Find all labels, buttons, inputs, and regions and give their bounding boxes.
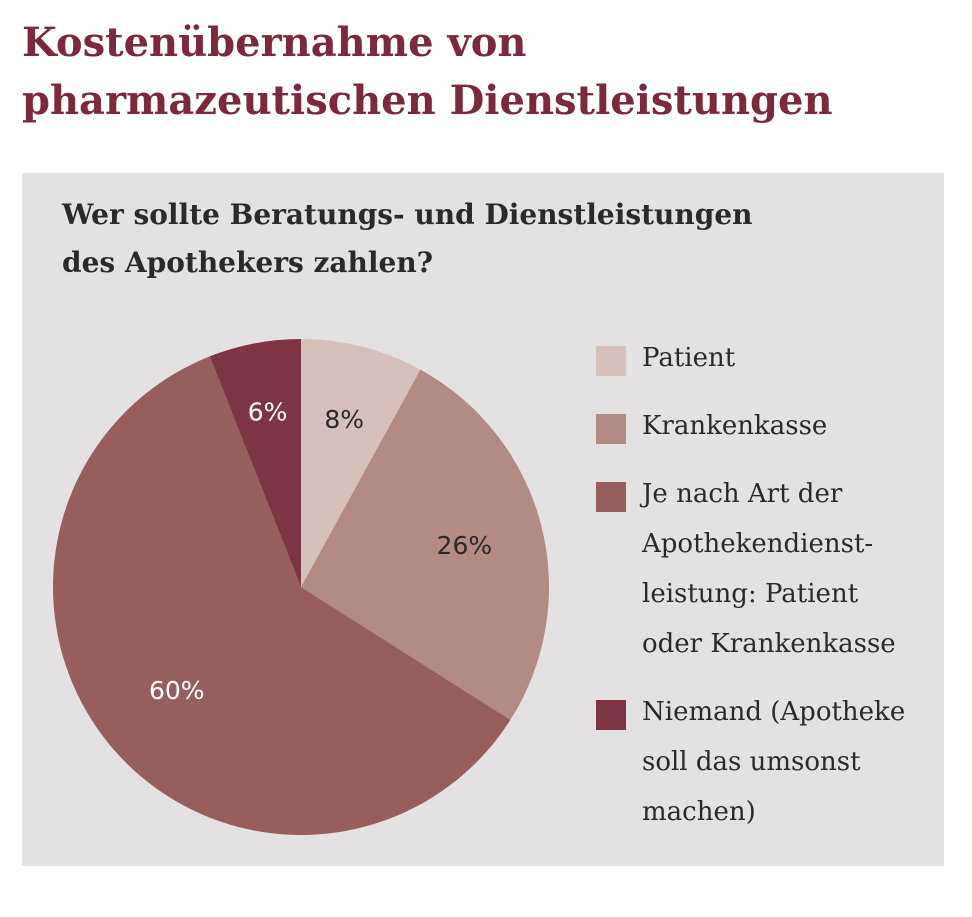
legend-label-je-nach-art: Je nach Art der Apothekendienst- leistun… [642, 479, 896, 659]
legend-label-krankenkasse: Krankenkasse [642, 411, 828, 441]
pie-chart: 8% 26% 60% 6% [52, 339, 549, 835]
legend-item-krankenkasse: Krankenkasse [596, 401, 936, 451]
pie-slice-je-nach-art [52, 356, 511, 835]
legend-swatch-je-nach-art [596, 482, 626, 512]
pie-slice-patient [301, 339, 421, 587]
pie-slice-krankenkasse [301, 369, 549, 720]
main-title-line-1: Kostenübernahme von [22, 19, 527, 66]
legend-item-je-nach-art: Je nach Art der Apothekendienst- leistun… [596, 469, 936, 669]
pie-label-niemand: 6% [248, 398, 288, 427]
main-title: Kostenübernahme von pharmazeutischen Die… [22, 14, 952, 130]
legend-label-patient: Patient [642, 343, 736, 373]
legend-label-niemand: Niemand (Apotheke soll das umsonst mache… [642, 697, 906, 827]
chart-panel: Wer sollte Beratungs- und Dienstleistung… [22, 173, 944, 866]
pie-label-je-nach-art: 60% [149, 676, 205, 705]
question-line-2: des Apothekers zahlen? [62, 246, 434, 279]
legend-swatch-niemand [596, 700, 626, 730]
main-title-line-2: pharmazeutischen Dienstleistungen [22, 77, 833, 124]
pie-label-krankenkasse: 26% [437, 531, 493, 560]
pie-label-patient: 8% [324, 405, 364, 434]
pie-slice-niemand [209, 339, 301, 587]
legend-item-patient: Patient [596, 333, 936, 383]
chart-legend: Patient Krankenkasse Je nach Art der Apo… [596, 333, 936, 855]
legend-swatch-krankenkasse [596, 414, 626, 444]
legend-swatch-patient [596, 346, 626, 376]
legend-item-niemand: Niemand (Apotheke soll das umsonst mache… [596, 687, 936, 837]
question-line-1: Wer sollte Beratungs- und Dienstleistung… [62, 198, 753, 231]
chart-question: Wer sollte Beratungs- und Dienstleistung… [62, 191, 862, 287]
